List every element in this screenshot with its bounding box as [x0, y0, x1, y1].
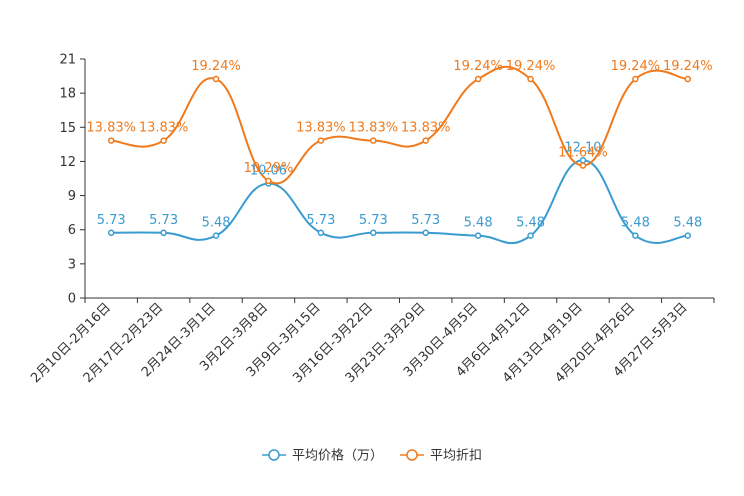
y-tick-label: 15 — [59, 121, 76, 136]
data-label: 19.24% — [453, 59, 503, 74]
data-point[interactable] — [684, 232, 692, 239]
data-label: 13.83% — [296, 121, 346, 136]
data-point[interactable] — [579, 162, 587, 169]
data-point[interactable] — [107, 229, 115, 237]
data-label: 13.83% — [86, 121, 136, 136]
data-label: 5.48 — [516, 216, 545, 231]
data-point[interactable] — [317, 229, 325, 237]
legend-item-0[interactable]: 平均价格（万） — [262, 448, 383, 464]
y-tick-label: 6 — [68, 223, 76, 238]
data-label: 19.24% — [506, 59, 556, 74]
y-tick-label: 21 — [59, 53, 76, 68]
data-point[interactable] — [684, 75, 692, 83]
data-label: 19.24% — [663, 59, 713, 74]
y-tick-label: 3 — [68, 257, 76, 272]
data-label: 5.48 — [621, 216, 650, 231]
data-point[interactable] — [474, 75, 482, 83]
legend[interactable]: 平均价格（万） 平均折扣 — [262, 448, 482, 464]
data-label: 19.24% — [611, 59, 661, 74]
data-point[interactable] — [370, 229, 377, 237]
data-point[interactable] — [212, 75, 220, 83]
data-label: 5.73 — [149, 213, 178, 228]
data-point[interactable] — [632, 75, 639, 83]
data-label: 11.64% — [558, 146, 608, 161]
y-tick-label: 18 — [59, 87, 76, 102]
legend-item-1[interactable]: 平均折扣 — [400, 449, 482, 464]
data-label: 5.73 — [97, 213, 126, 228]
data-point[interactable] — [422, 229, 429, 237]
data-label: 5.48 — [464, 216, 493, 231]
data-point[interactable] — [160, 137, 167, 144]
data-label: 13.83% — [349, 121, 399, 136]
data-point[interactable] — [317, 137, 325, 144]
legend-label: 平均折扣 — [430, 449, 482, 464]
data-label: 10.06 — [250, 164, 287, 179]
data-label: 13.83% — [401, 121, 451, 136]
data-label: 13.83% — [139, 121, 189, 136]
series-line-0 — [111, 159, 688, 245]
data-labels-layer: 5.73 5.73 5.48 10.06 5.73 5.73 5.73 5.48 5.48 12.… — [86, 59, 712, 231]
data-point[interactable] — [212, 232, 220, 239]
data-label: 5.73 — [411, 213, 440, 228]
data-point[interactable] — [422, 137, 429, 144]
data-label: 5.73 — [306, 213, 335, 228]
data-point[interactable] — [632, 232, 639, 239]
data-label: 5.48 — [673, 216, 702, 231]
legend-label: 平均价格（万） — [292, 448, 383, 464]
y-tick-label: 12 — [59, 155, 76, 170]
data-label: 19.24% — [191, 59, 241, 74]
series-layer — [107, 65, 692, 245]
data-point[interactable] — [527, 75, 534, 83]
legend-marker-icon — [268, 449, 280, 461]
data-label: 12.10 — [564, 140, 601, 155]
legend-marker-icon — [406, 449, 418, 461]
data-point[interactable] — [160, 229, 167, 237]
data-point[interactable] — [527, 232, 534, 239]
series-line-1 — [111, 65, 688, 185]
y-tick-label: 9 — [68, 189, 76, 204]
data-label: 5.73 — [359, 213, 388, 228]
data-point[interactable] — [474, 232, 482, 239]
data-label: 5.48 — [202, 216, 231, 231]
data-point[interactable] — [265, 177, 272, 185]
data-label: 10.29% — [244, 161, 294, 176]
y-tick-label: 0 — [68, 292, 76, 307]
data-point[interactable] — [370, 137, 377, 144]
data-point[interactable] — [107, 137, 115, 144]
